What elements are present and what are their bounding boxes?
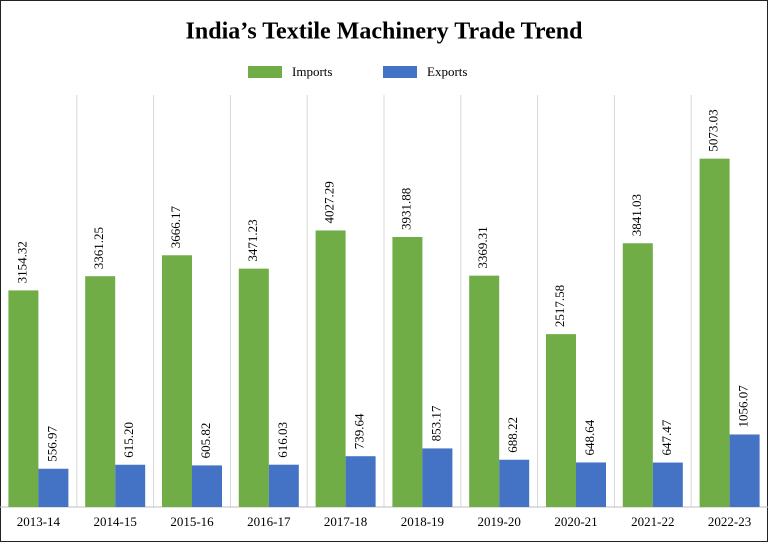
value-label: 648.64	[582, 419, 597, 455]
bar	[576, 462, 606, 507]
x-tick-label: 2018-19	[401, 514, 444, 529]
value-label: 5073.03	[706, 109, 721, 151]
value-label: 616.03	[275, 422, 290, 458]
x-tick-label: 2017-18	[324, 514, 367, 529]
bar	[499, 459, 530, 507]
x-tick-label: 2014-15	[94, 514, 137, 529]
legend-label: Imports	[292, 64, 332, 79]
x-tick-label: 2016-17	[247, 514, 291, 529]
x-tick-label: 2022-23	[708, 514, 751, 529]
bar	[192, 465, 222, 507]
bar	[469, 275, 500, 507]
bar	[315, 230, 346, 508]
value-label: 4027.29	[322, 181, 337, 223]
chart-title: India’s Textile Machinery Trade Trend	[186, 19, 584, 45]
value-label: 3154.32	[14, 241, 29, 283]
x-tick-label: 2015-16	[170, 514, 214, 529]
bar	[268, 464, 299, 507]
bar	[652, 462, 683, 507]
bar	[162, 255, 192, 507]
value-label: 2517.58	[552, 285, 567, 327]
value-label: 556.97	[44, 426, 59, 462]
x-tick-label: 2013-14	[17, 514, 61, 529]
value-label: 647.47	[659, 419, 674, 455]
value-label: 605.82	[198, 423, 213, 459]
value-label: 3931.88	[398, 188, 413, 230]
value-label: 3666.17	[168, 206, 183, 249]
value-label: 688.22	[505, 417, 520, 453]
bar	[115, 464, 146, 507]
bar	[38, 468, 69, 507]
bar	[422, 448, 453, 507]
bar	[622, 243, 653, 507]
legend-swatch	[248, 66, 282, 78]
bar	[699, 158, 730, 507]
value-label: 1056.07	[736, 385, 751, 428]
bar	[8, 290, 39, 507]
x-tick-label: 2020-21	[554, 514, 597, 529]
bar	[85, 276, 116, 507]
legend-swatch	[383, 66, 417, 78]
value-label: 3841.03	[629, 194, 644, 236]
value-label: 615.20	[121, 422, 136, 458]
x-tick-label: 2019-20	[478, 514, 521, 529]
bar	[729, 434, 760, 507]
value-label: 739.64	[352, 413, 367, 449]
bar	[345, 456, 376, 507]
bar	[392, 237, 423, 507]
x-tick-label: 2021-22	[631, 514, 674, 529]
legend-label: Exports	[427, 64, 467, 79]
value-label: 3361.25	[91, 227, 106, 269]
bar	[238, 268, 269, 507]
bar	[546, 334, 576, 507]
value-label: 853.17	[428, 405, 443, 441]
value-label: 3369.31	[475, 226, 490, 268]
value-label: 3471.23	[245, 219, 260, 261]
